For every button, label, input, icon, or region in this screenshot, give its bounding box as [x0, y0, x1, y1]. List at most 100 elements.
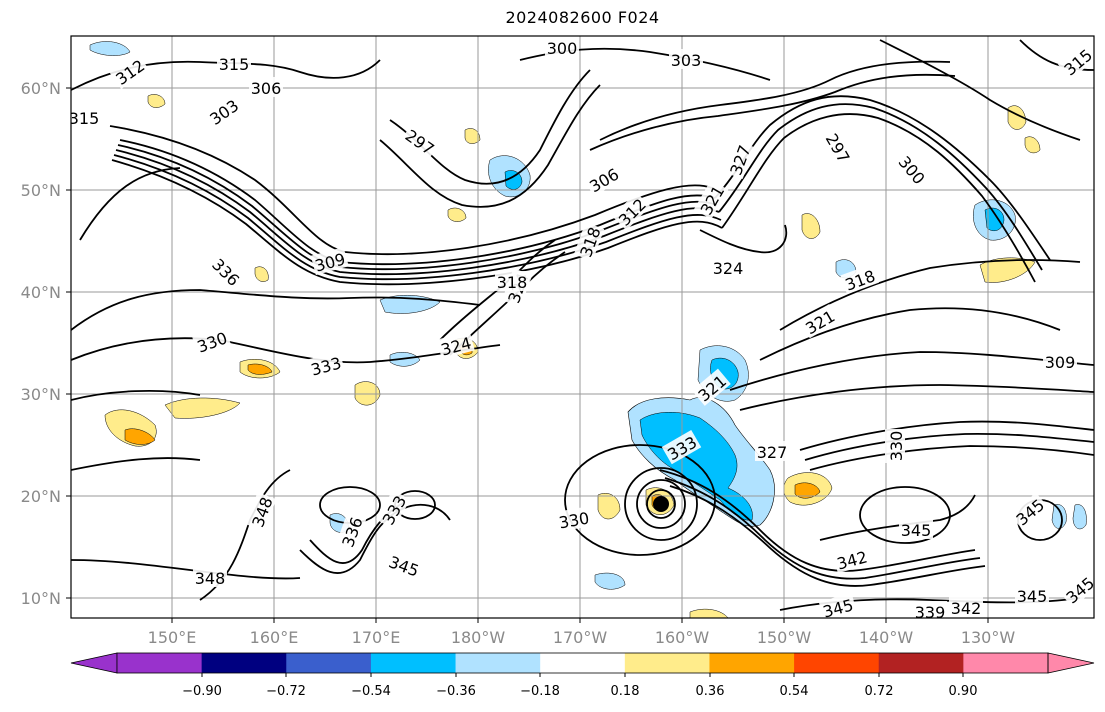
contour-label: 315 [219, 55, 250, 74]
contour-label: 336 [208, 255, 243, 290]
contour-line [1019, 39, 1094, 71]
colorbar-tick-label: −0.18 [520, 684, 560, 699]
colorbar-segment [540, 653, 626, 673]
contour-line [779, 259, 1081, 331]
contour-line [599, 60, 951, 141]
contour-label-halo [71, 107, 101, 127]
colorbar-segment [963, 653, 1049, 673]
contour-label-halo [832, 544, 871, 574]
contour-label-halo [821, 127, 857, 168]
lon-tick-label: 180°W [451, 628, 506, 647]
contour-label: 330 [887, 431, 906, 462]
contour-layer [71, 39, 1094, 611]
lon-tick-label: 160°E [250, 628, 299, 647]
contour-line [739, 384, 1094, 411]
contour-label-halo [495, 271, 529, 291]
contour-label-halo [555, 506, 593, 532]
cyclone-eye-marker [653, 496, 669, 512]
contour-line [718, 103, 1043, 271]
map-frame [70, 35, 1095, 619]
lon-tick-label: 150°W [757, 628, 812, 647]
colorbar-segment [455, 653, 541, 673]
contour-line [714, 95, 1051, 261]
contour-label: 300 [547, 39, 578, 58]
contour-line [729, 351, 1094, 391]
contour-label-halo [207, 252, 246, 291]
colorbar-tick-label: −0.72 [266, 684, 306, 699]
contour-label-halo [669, 49, 703, 69]
contour-label-halo [899, 519, 933, 539]
colorbar-frame [116, 652, 1049, 674]
lat-tick-label: 30°N [21, 385, 61, 404]
colorbar-segment [117, 653, 203, 673]
contour-label: 348 [248, 495, 276, 530]
lon-tick-label: 150°E [148, 628, 197, 647]
contour-line [859, 486, 951, 544]
contour-label-halo [711, 257, 745, 277]
colorbar-tick-label: 0.18 [611, 684, 640, 699]
shaded-patch [247, 363, 273, 375]
contour-label-halo [203, 93, 244, 130]
contour-label: 345 [1017, 587, 1048, 606]
shaded-patch [504, 170, 523, 190]
contour-label-halo [691, 368, 731, 406]
contour-label: 315 [69, 109, 100, 128]
shaded-field-layer [89, 41, 1087, 618]
contour-label-halo [949, 597, 983, 617]
colorbar-tick-label: 0.90 [949, 684, 978, 699]
contour-label-halo [1009, 492, 1049, 530]
contour-label-halo [1043, 351, 1077, 371]
shaded-patch [984, 207, 1005, 231]
colorbar-segment [370, 653, 457, 673]
contour-label-halo [217, 53, 251, 73]
contour-label: 309 [1045, 353, 1076, 372]
contour-line [669, 485, 986, 587]
contour-label: 345 [821, 595, 855, 621]
colorbar-segment [794, 653, 880, 673]
contour-label-halo [840, 263, 880, 295]
contour-label-halo [894, 149, 932, 189]
contour-label-halo [384, 549, 424, 581]
axis-ticks: 150°E 160°E 170°E 180°W 170°W 160°W 150°W 140°W… [21, 79, 1016, 647]
contour-label: 333 [309, 353, 343, 379]
contour-label: 318 [576, 225, 604, 260]
contour-line [71, 457, 201, 471]
contour-label: 345 [386, 552, 421, 580]
contour-label: 345 [1063, 573, 1099, 607]
contour-label-halo [436, 330, 475, 360]
contour-line [79, 167, 181, 241]
contour-label-halo [913, 601, 947, 618]
lat-tick-label: 60°N [21, 79, 61, 98]
contour-line [589, 73, 956, 151]
colorbar-segment [624, 653, 710, 673]
contour-label-halo [1057, 42, 1094, 80]
lat-tick-label: 20°N [21, 487, 61, 506]
shaded-patch [801, 213, 821, 239]
shaded-patch [447, 207, 467, 222]
shaded-patch [254, 266, 269, 282]
colorbar-tick-label: 0.36 [696, 684, 725, 699]
contour-label-halo [249, 77, 283, 97]
lat-tick-label: 50°N [21, 181, 61, 200]
contour-label-halo [192, 325, 232, 357]
contour-line [804, 432, 1094, 461]
contour-line [799, 420, 1094, 451]
contour-label-halo [545, 37, 579, 57]
contour-label-halo [573, 222, 605, 262]
shaded-patch [164, 397, 241, 419]
colorbar-tick-label: −0.54 [351, 684, 391, 699]
colorbar-tick-label: 0.54 [780, 684, 809, 699]
contour-label: 306 [251, 79, 282, 98]
contour-label-halo [193, 567, 227, 587]
contour-line [721, 113, 1036, 283]
contour-line [759, 307, 1061, 361]
contour-line [115, 149, 720, 276]
contour-label: 318 [497, 273, 528, 292]
figure-title: 2024082600 F024 [505, 8, 660, 27]
contour-label-halo [245, 492, 277, 532]
lon-tick-label: 170°E [352, 628, 401, 647]
contour-label-halo [109, 53, 150, 90]
contour-label-halo [693, 179, 729, 220]
